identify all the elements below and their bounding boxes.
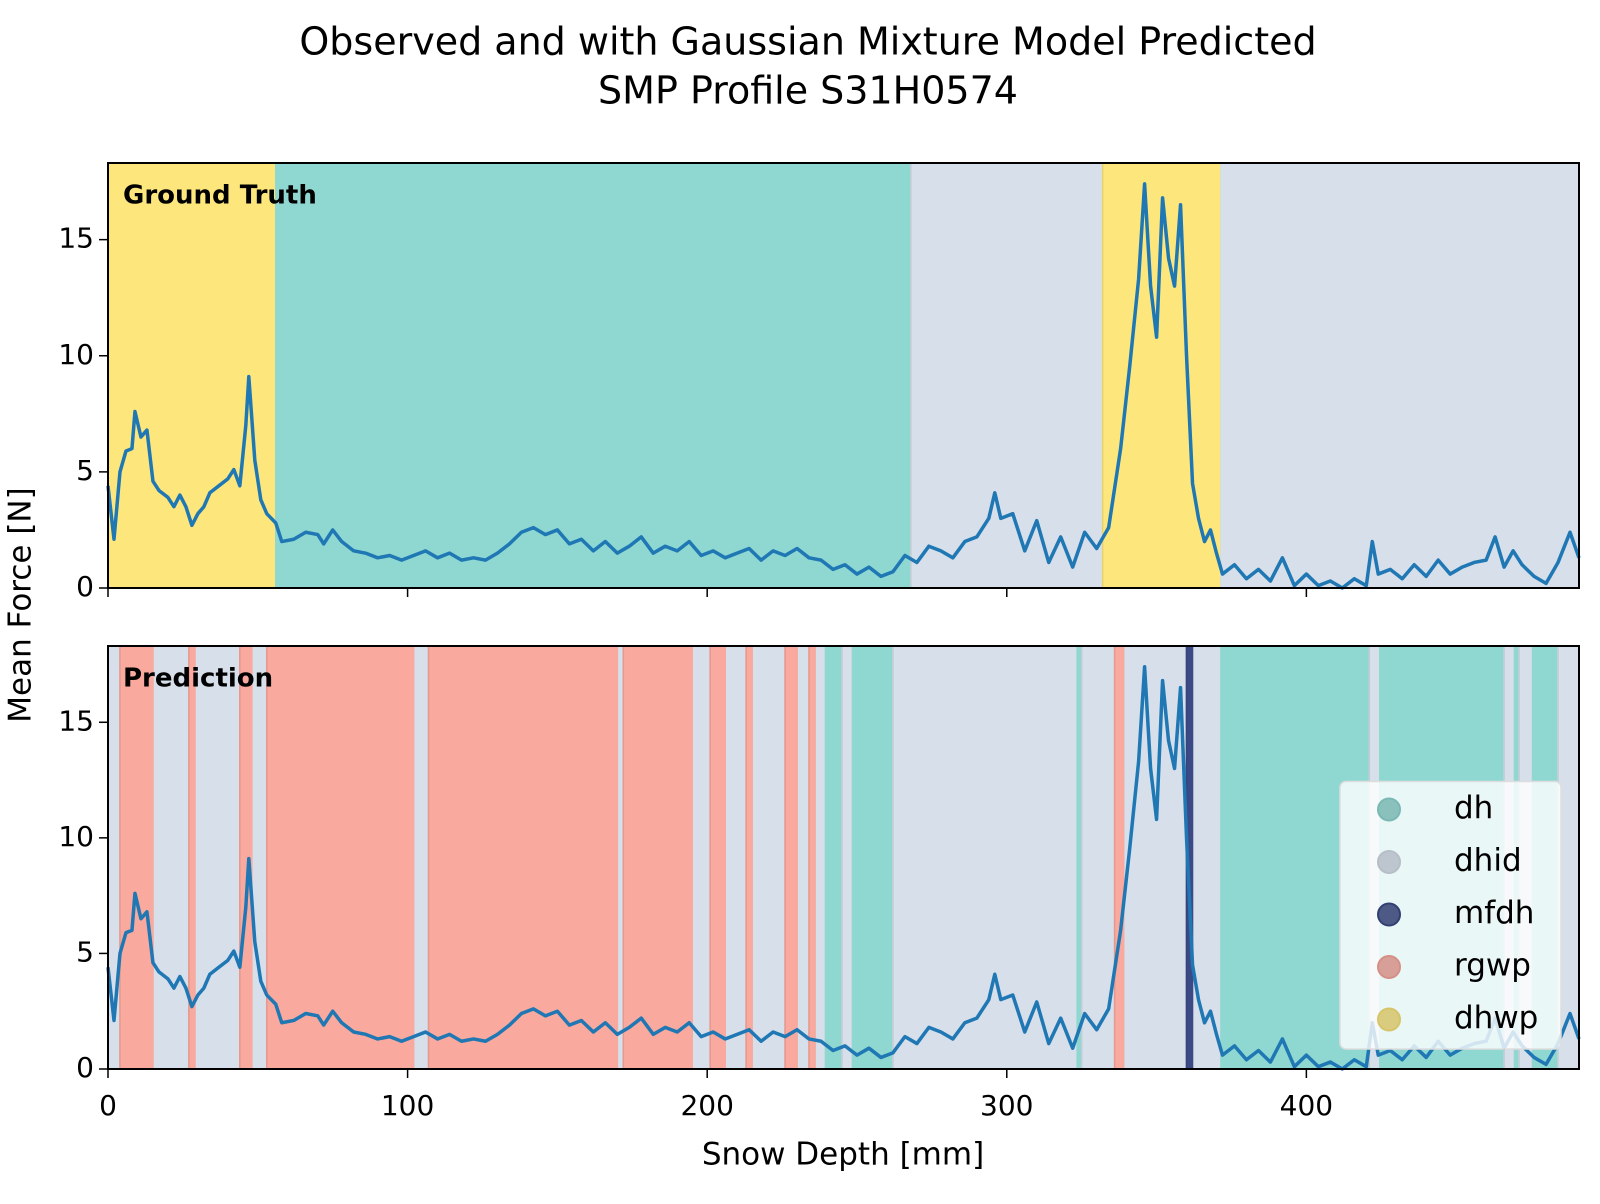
x-tick-label: 300 bbox=[980, 1089, 1033, 1122]
legend-label: dhid bbox=[1454, 843, 1522, 879]
y-tick-label: 0 bbox=[76, 570, 94, 603]
class-span bbox=[273, 163, 912, 588]
y-tick-label: 10 bbox=[58, 338, 94, 371]
force-line bbox=[106, 665, 1581, 1071]
x-tick-label: 100 bbox=[381, 1089, 434, 1122]
class-span bbox=[910, 163, 1104, 588]
legend-label: dh bbox=[1454, 790, 1493, 826]
class-span bbox=[751, 646, 786, 1069]
class-span bbox=[251, 646, 268, 1069]
class-span bbox=[850, 646, 894, 1069]
class-span bbox=[1191, 646, 1221, 1069]
x-tick-label: 400 bbox=[1280, 1089, 1333, 1122]
y-tick-label: 10 bbox=[58, 820, 94, 853]
class-span bbox=[412, 646, 430, 1069]
y-tick-label: 15 bbox=[58, 704, 94, 737]
y-tick-label: 5 bbox=[76, 454, 94, 487]
class-span bbox=[1074, 646, 1083, 1069]
class-span bbox=[1218, 163, 1579, 588]
legend-label: rgwp bbox=[1454, 948, 1531, 984]
x-axis-label: Snow Depth [mm] bbox=[702, 1137, 984, 1173]
chart-title: Observed and with Gaussian Mixture Model… bbox=[299, 20, 1316, 64]
force-line bbox=[106, 182, 1581, 590]
class-span bbox=[1122, 646, 1188, 1069]
class-span bbox=[1113, 646, 1125, 1069]
legend-marker bbox=[1377, 1007, 1401, 1032]
class-span bbox=[152, 646, 190, 1069]
class-span bbox=[616, 646, 625, 1069]
legend-box bbox=[1339, 780, 1562, 1050]
class-span bbox=[841, 646, 852, 1069]
class-span bbox=[194, 646, 241, 1069]
class-span bbox=[892, 646, 1077, 1069]
class-span bbox=[823, 646, 843, 1069]
class-span bbox=[691, 646, 711, 1069]
class-span bbox=[108, 163, 276, 588]
x-tick-label: 0 bbox=[99, 1089, 117, 1122]
class-span bbox=[784, 646, 798, 1069]
class-span bbox=[796, 646, 810, 1069]
axes-frame bbox=[107, 162, 1580, 589]
panel-label: Ground Truth bbox=[123, 181, 317, 211]
class-span bbox=[427, 646, 619, 1069]
class-span bbox=[709, 646, 726, 1069]
legend-label: mfdh bbox=[1454, 895, 1534, 931]
axes-frame bbox=[107, 645, 1580, 1070]
class-span bbox=[724, 646, 747, 1069]
chart-title: SMP Profile S31H0574 bbox=[598, 69, 1018, 113]
legend-marker bbox=[1377, 902, 1401, 927]
class-span bbox=[266, 646, 415, 1069]
y-axis-label: Mean Force [N] bbox=[3, 487, 39, 722]
x-tick-label: 200 bbox=[680, 1089, 733, 1122]
legend-marker bbox=[1377, 797, 1401, 822]
y-tick-label: 0 bbox=[76, 1051, 94, 1084]
panel-label: Prediction bbox=[123, 664, 273, 694]
y-tick-label: 15 bbox=[58, 222, 94, 255]
class-span bbox=[814, 646, 825, 1069]
y-tick-label: 5 bbox=[76, 935, 94, 968]
legend-marker bbox=[1377, 955, 1401, 979]
class-span bbox=[745, 646, 753, 1069]
legend-label: dhwp bbox=[1454, 1000, 1538, 1036]
class-span bbox=[119, 646, 154, 1069]
legend-marker bbox=[1377, 850, 1401, 874]
class-span bbox=[622, 646, 693, 1069]
class-span bbox=[808, 646, 816, 1069]
